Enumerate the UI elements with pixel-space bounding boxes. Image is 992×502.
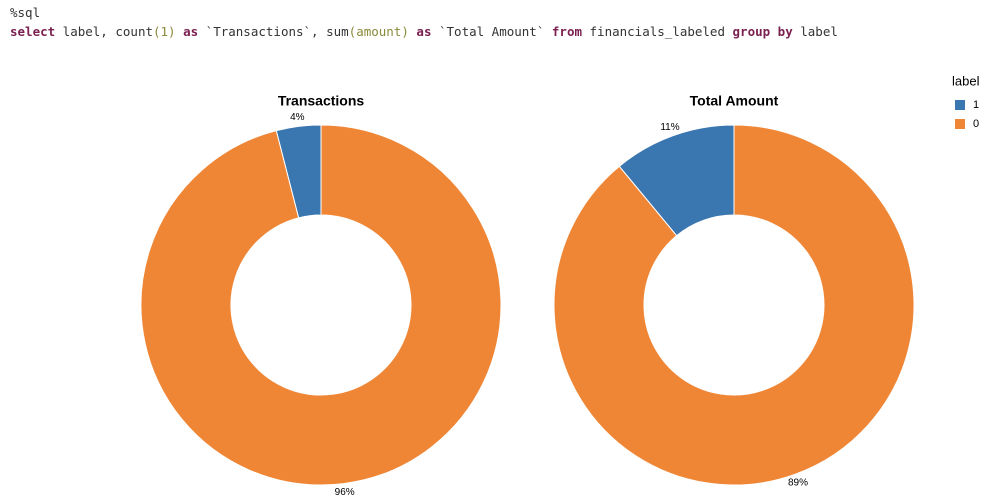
pie-slice xyxy=(553,124,915,486)
pie-slice xyxy=(140,124,502,486)
code-token: as xyxy=(175,24,199,39)
code-token: label xyxy=(792,24,838,39)
query: select label, count(1) as `Transactions`… xyxy=(10,22,838,41)
code-token: as xyxy=(408,24,432,39)
code-token: label, count xyxy=(55,24,153,39)
legend-swatch xyxy=(955,100,965,110)
legend-swatch xyxy=(955,119,965,129)
value-label: 96% xyxy=(335,487,355,498)
magic: %sql xyxy=(10,5,41,20)
chart-title: Total Amount xyxy=(690,93,779,109)
code-token: (1) xyxy=(153,24,176,39)
code-token: select xyxy=(10,24,56,39)
value-label: 11% xyxy=(660,122,679,133)
legend-title: label xyxy=(952,73,980,88)
value-label: 4% xyxy=(290,112,305,123)
chart-title: Transactions xyxy=(278,93,365,109)
code-token: (amount) xyxy=(348,24,409,39)
code-token: from xyxy=(551,24,582,39)
legend-label: 0 xyxy=(973,118,979,130)
legend-label: 1 xyxy=(973,99,979,111)
code-token: financials_labeled xyxy=(582,24,733,39)
code-token: group by xyxy=(732,24,793,39)
value-label: 89% xyxy=(788,477,808,488)
code-token: `Total Amount` xyxy=(431,24,552,39)
code-token: `Transactions`, sum xyxy=(198,24,349,39)
code-cell: %sql select label, count(1) as `Transacti… xyxy=(10,3,838,41)
